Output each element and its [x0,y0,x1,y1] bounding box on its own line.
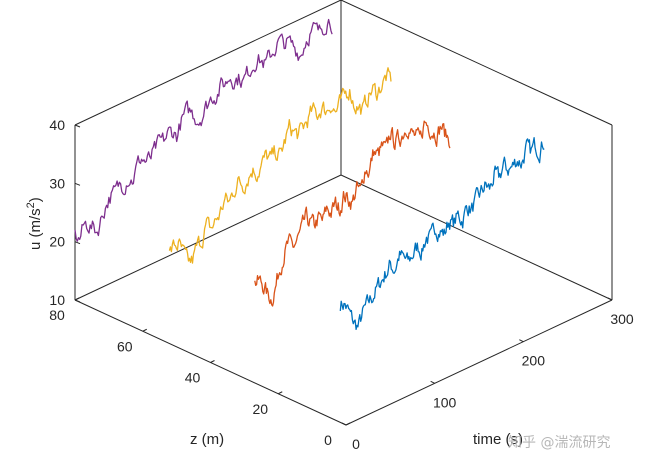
z-axis-label: u (m/s2) [25,197,44,250]
y-tick [345,422,351,426]
box-edge-bottom-right [340,174,613,301]
y-tick-label: 20 [252,401,268,417]
y-tick-label: 80 [49,307,65,323]
y-tick-label: 40 [185,370,201,386]
watermark: 知乎 @湍流研究 [508,435,611,451]
box-edge-top-right [340,0,613,126]
x-tick [430,380,435,384]
x-axis-label: time (s) [473,431,523,448]
y-tick-label: 60 [117,338,133,354]
y-axis-label: z (m) [190,431,224,448]
series-group [74,18,545,331]
z-tick-label: 30 [49,175,65,191]
series-line-1 [339,137,545,331]
x-tick-label: 300 [610,311,634,327]
z-tick-label: 10 [49,292,65,308]
y-tick [74,297,80,301]
y-tick [210,360,215,363]
series-line-2 [254,120,451,307]
y-tick-label: 0 [324,432,332,448]
tick-marks [74,124,613,426]
x-tick-label: 100 [433,394,457,410]
z-axis-label-main: u (m/s [27,208,44,250]
z-tick-label: 20 [49,234,65,250]
z-tick [74,182,81,186]
z-axis-label-close: ) [27,197,44,202]
x-axis-line [345,299,613,426]
z-tick [74,124,81,128]
z-tick-label: 40 [49,117,65,133]
axes-box [74,0,613,426]
series-line-3 [168,67,392,264]
z-tick [74,241,81,245]
z-tick [74,299,81,303]
series-line-4 [74,18,333,242]
y-tick [142,328,147,332]
box-edge-bottom-back [74,174,342,301]
x-tick [607,297,613,301]
x-tick [341,422,347,426]
x-tick-label: 200 [522,353,546,369]
box-edge-top-left [74,0,342,126]
z-axis-label-sup: 2 [25,202,37,208]
x-tick-label: 0 [352,436,360,451]
y-tick [278,391,283,395]
x-tick [519,339,524,343]
